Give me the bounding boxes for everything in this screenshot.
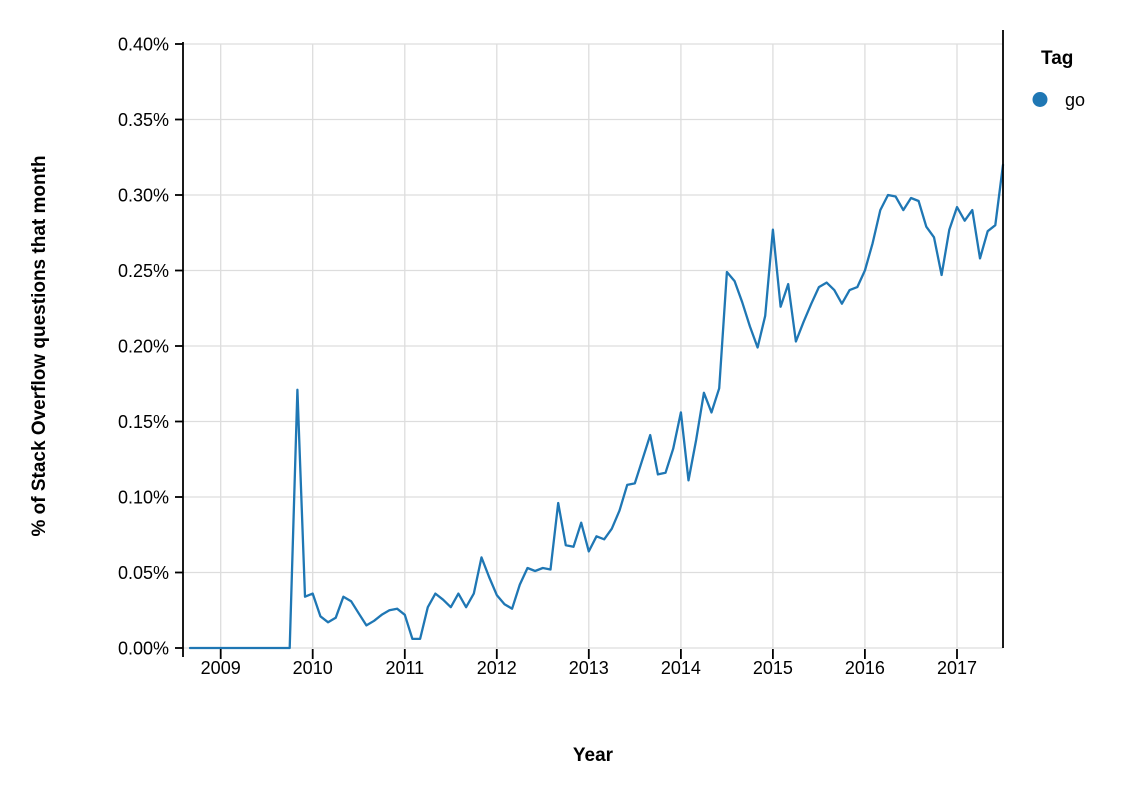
- axis-tick-labels: 0.00% 0.05% 0.10% 0.15% 0.20% 0.25% 0.30% 0.35%…: [118, 35, 977, 679]
- x-tick-label: 2010: [293, 658, 333, 678]
- legend: Tag go: [1032, 48, 1086, 110]
- y-tick-label: 0.10%: [118, 488, 169, 508]
- y-tick-label: 0.15%: [118, 412, 169, 432]
- x-tick-label: 2016: [845, 658, 885, 678]
- x-tick-label: 2012: [477, 658, 517, 678]
- x-tick-label: 2015: [753, 658, 793, 678]
- gridlines: [183, 43, 1003, 649]
- y-tick-label: 0.35%: [118, 110, 169, 130]
- y-tick-label: 0.20%: [118, 337, 169, 357]
- x-tick-label: 2011: [385, 658, 424, 678]
- y-tick-label: 0.30%: [118, 186, 169, 206]
- x-tick-label: 2013: [569, 658, 609, 678]
- legend-title: Tag: [1041, 48, 1073, 69]
- x-tick-label: 2017: [937, 658, 977, 678]
- legend-item-go[interactable]: go: [1032, 90, 1086, 110]
- legend-marker-go: [1032, 92, 1048, 107]
- y-tick-label: 0.40%: [118, 35, 169, 55]
- axes: [175, 30, 1004, 659]
- x-tick-label: 2009: [201, 658, 241, 678]
- legend-label-go: go: [1065, 90, 1085, 110]
- y-tick-label: 0.00%: [118, 639, 169, 659]
- y-tick-label: 0.25%: [118, 261, 169, 281]
- y-axis-title: % of Stack Overflow questions that month: [29, 155, 50, 536]
- y-tick-label: 0.05%: [118, 563, 169, 583]
- trend-line-go: [188, 163, 1005, 650]
- x-axis-title: Year: [573, 745, 614, 766]
- x-tick-label: 2014: [661, 658, 701, 678]
- plot-series: [188, 163, 1005, 650]
